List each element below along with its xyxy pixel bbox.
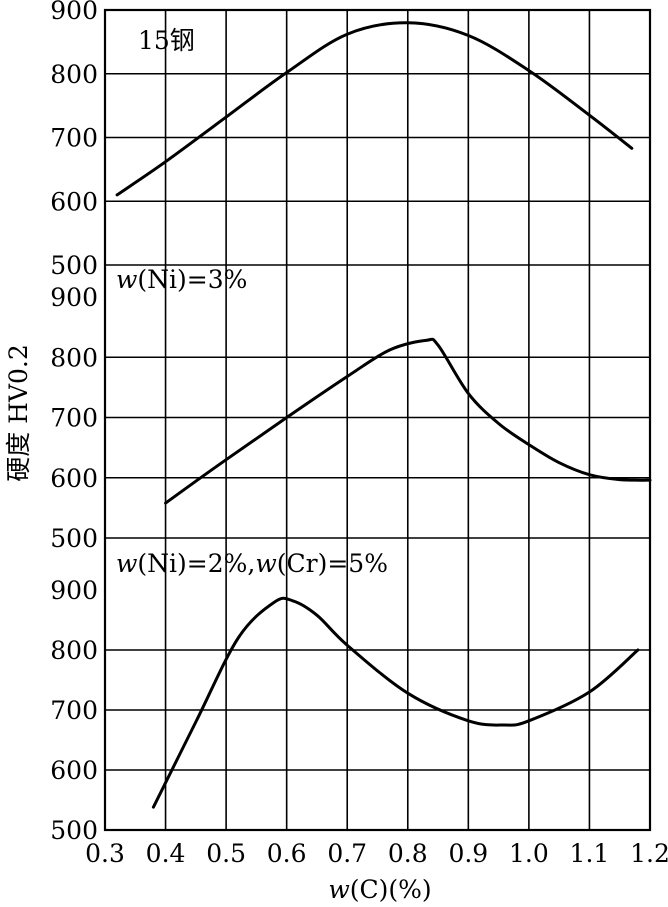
grid-layer xyxy=(103,8,652,832)
y-tick-label: 800 xyxy=(50,636,98,665)
x-tick-label: 0.5 xyxy=(206,839,246,868)
x-axis-label: w(C)(%) xyxy=(328,875,431,904)
y-tick-label: 800 xyxy=(50,343,98,372)
y-tick-label: 500 xyxy=(50,524,98,553)
x-tick-label: 0.3 xyxy=(85,839,125,868)
x-axis-label-rest: (C)(%) xyxy=(350,875,432,904)
y-tick-label: 700 xyxy=(50,696,98,725)
y-tick-label: 600 xyxy=(50,187,98,216)
panel-1: 500 600 700 800 900 15钢 xyxy=(50,0,650,280)
x-tick-label: 1.1 xyxy=(570,839,610,868)
panel-2: 500 600 700 800 900 w(Ni)=3% xyxy=(50,265,652,553)
x-tick-label: 0.8 xyxy=(388,839,428,868)
x-axis-label-var: w xyxy=(328,875,349,904)
x-tick-label: 0.7 xyxy=(327,839,367,868)
panel-label: w(Ni)=3% xyxy=(116,265,247,294)
x-tick-label: 0.6 xyxy=(267,839,307,868)
y-tick-label: 800 xyxy=(50,60,98,89)
x-tick-label: 0.9 xyxy=(448,839,488,868)
y-tick-label: 700 xyxy=(50,124,98,153)
x-axis: 0.3 0.4 0.5 0.6 0.7 0.8 0.9 1.0 1.1 1.2 xyxy=(85,839,668,868)
y-tick-label: 700 xyxy=(50,404,98,433)
x-tick-label: 1.0 xyxy=(509,839,549,868)
panel-label: w(Ni)=2%,w(Cr)=5% xyxy=(116,549,388,578)
series-line-1 xyxy=(115,21,634,197)
plot-frame xyxy=(103,8,652,832)
y-tick-label: 900 xyxy=(50,0,98,25)
y-tick-label: 500 xyxy=(50,251,98,280)
x-tick-label: 1.2 xyxy=(630,839,668,868)
y-tick-label: 900 xyxy=(50,283,98,312)
x-tick-label: 0.4 xyxy=(146,839,186,868)
series-line-2 xyxy=(164,337,652,505)
panel-3: 500 600 700 800 900 w(Ni)=2%,w(Cr)=5% xyxy=(50,549,650,845)
series-line-3 xyxy=(151,596,640,809)
y-tick-label: 500 xyxy=(50,816,98,845)
y-tick-label: 600 xyxy=(50,756,98,785)
y-axis-label: 硬度 HV0.2 xyxy=(4,344,33,482)
y-tick-label: 600 xyxy=(50,464,98,493)
panels-layer: 500 600 700 800 900 15钢 500 600 700 800 900 w(Ni)=3… xyxy=(50,0,652,845)
panel-label: 15钢 xyxy=(138,26,195,55)
y-tick-label: 900 xyxy=(50,576,98,605)
